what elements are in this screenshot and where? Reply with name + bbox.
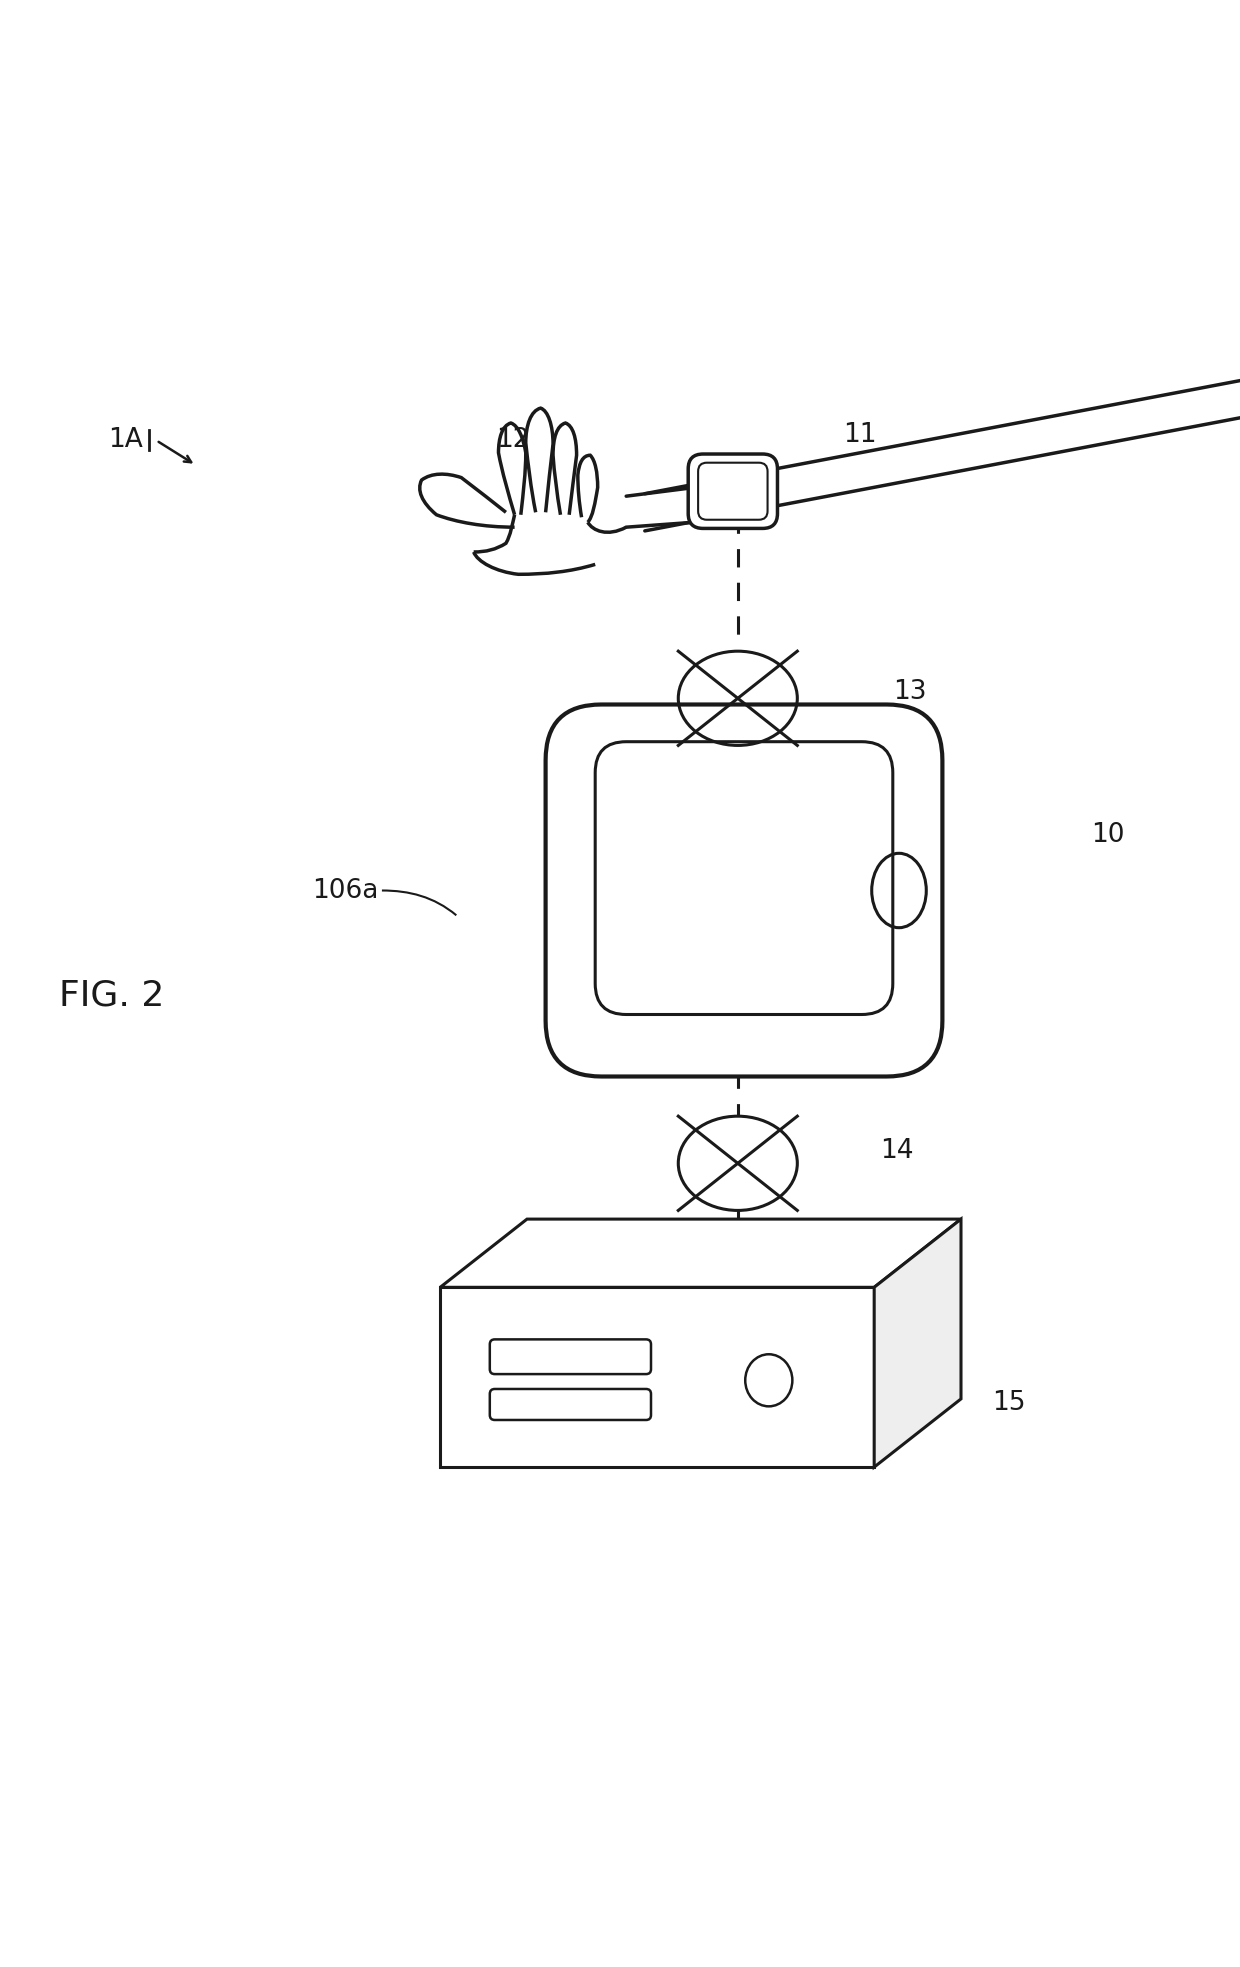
Text: 12: 12 bbox=[496, 427, 529, 452]
Text: 10: 10 bbox=[1091, 822, 1125, 848]
Text: 106a: 106a bbox=[311, 877, 378, 903]
Polygon shape bbox=[874, 1220, 961, 1467]
Text: 15: 15 bbox=[992, 1389, 1025, 1416]
FancyBboxPatch shape bbox=[546, 704, 942, 1076]
Text: FIG. 2: FIG. 2 bbox=[60, 980, 164, 1013]
FancyBboxPatch shape bbox=[688, 454, 777, 529]
Text: 11: 11 bbox=[843, 423, 877, 448]
Text: 13: 13 bbox=[893, 679, 926, 704]
Polygon shape bbox=[440, 1286, 874, 1467]
Text: 1A: 1A bbox=[108, 427, 143, 452]
Polygon shape bbox=[440, 1220, 961, 1286]
Text: 14: 14 bbox=[880, 1137, 914, 1164]
